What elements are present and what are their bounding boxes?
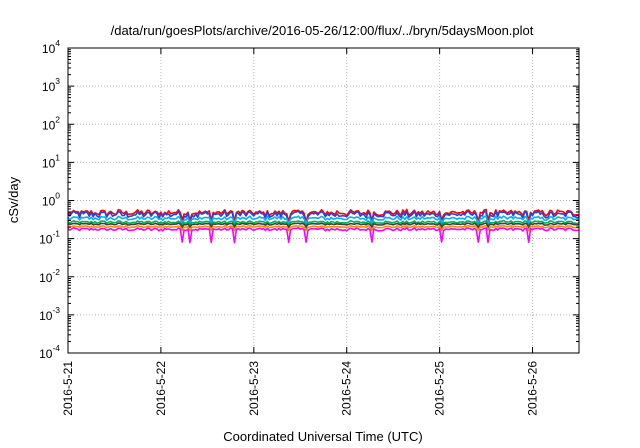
y-tick-base: 10 [39, 233, 53, 247]
x-axis: 2016-5-21 2016-5-22 2016-5-23 2016-5-24 2016… [61, 48, 540, 416]
y-tick-exponent: 1 [55, 152, 60, 162]
y-tick-exponent: 3 [55, 76, 60, 86]
y-tick-label: 102 [42, 114, 60, 132]
y-tick-label: 100 [42, 191, 60, 209]
x-tick-label: 2016-5-21 [61, 361, 75, 416]
y-tick-base: 10 [42, 118, 56, 132]
y-tick-base: 10 [42, 80, 56, 94]
y-tick-exponent: 0 [55, 191, 60, 201]
y-tick-label: 104 [42, 38, 60, 56]
y-tick-base: 10 [39, 347, 53, 361]
y-axis-label: cSv/day [6, 176, 21, 223]
y-tick-base: 10 [39, 309, 53, 323]
x-tick-label: 2016-5-23 [247, 361, 261, 416]
y-tick-base: 10 [42, 42, 56, 56]
x-tick-label: 2016-5-25 [433, 361, 447, 416]
y-tick-label: 10-4 [39, 343, 60, 361]
series-line [67, 219, 580, 227]
x-tick-label: 2016-5-26 [526, 361, 540, 416]
y-tick-exponent: 4 [55, 38, 60, 48]
y-tick-label: 10-3 [39, 305, 60, 323]
series-group [67, 208, 580, 244]
y-tick-label: 10-1 [39, 229, 60, 247]
grid [68, 48, 579, 353]
y-tick-exponent: -1 [52, 229, 60, 239]
y-tick-label: 10-2 [39, 267, 60, 285]
x-axis-label: Coordinated Universal Time (UTC) [223, 429, 422, 444]
y-tick-label: 101 [42, 152, 60, 170]
series-line [67, 215, 580, 225]
y-tick-label: 103 [42, 76, 60, 94]
chart-title: /data/run/goesPlots/archive/2016-05-26/1… [111, 23, 534, 38]
y-tick-base: 10 [39, 271, 53, 285]
y-tick-base: 10 [42, 156, 56, 170]
series-line [67, 210, 580, 230]
y-tick-base: 10 [42, 195, 56, 209]
y-tick-exponent: 2 [55, 114, 60, 124]
y-tick-exponent: -2 [52, 267, 60, 277]
y-tick-exponent: -3 [52, 305, 60, 315]
x-tick-label: 2016-5-22 [154, 361, 168, 416]
y-tick-exponent: -4 [52, 343, 60, 353]
series-line [67, 226, 580, 244]
series-line [67, 224, 580, 232]
x-tick-label: 2016-5-24 [340, 361, 354, 416]
series-line [67, 222, 580, 228]
